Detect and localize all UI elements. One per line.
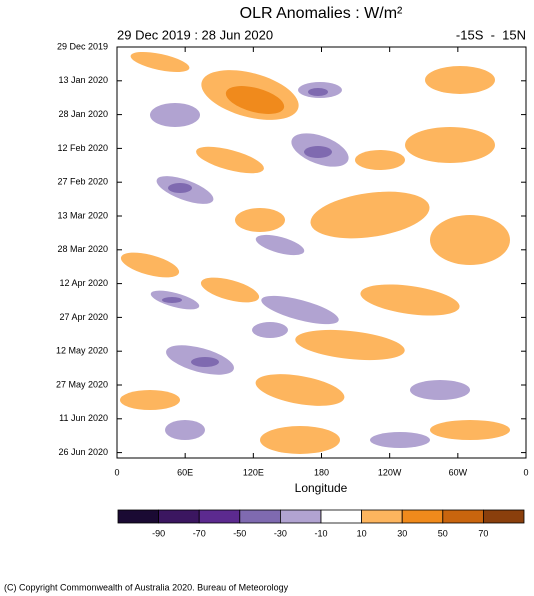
colorbar-box [239, 509, 281, 524]
chart-title: OLR Anomalies : W/m² [240, 5, 403, 22]
y-tick-label: 11 Jun 2020 [59, 413, 108, 423]
colorbar-label: -70 [193, 528, 206, 538]
y-tick-label: 29 Dec 2019 [57, 41, 108, 51]
x-tick-label: 60W [449, 467, 468, 477]
y-tick-label: 27 Feb 2020 [57, 177, 108, 187]
colorbar-label: 50 [438, 528, 448, 538]
colorbar-label: -10 [314, 528, 327, 538]
x-tick-label: 0 [523, 467, 528, 477]
colorbar-label: -30 [274, 528, 287, 538]
y-tick-label: 13 Mar 2020 [57, 210, 108, 220]
y-tick-label: 27 May 2020 [56, 379, 108, 389]
colorbar-box [320, 509, 362, 524]
x-tick-label: 180 [314, 467, 329, 477]
colorbar-label: -90 [152, 528, 165, 538]
y-tick-label: 12 May 2020 [56, 346, 108, 356]
x-tick-label: 120E [243, 467, 264, 477]
subtitle-left: 29 Dec 2019 : 28 Jun 2020 [117, 27, 273, 42]
colorbar-label: -50 [233, 528, 246, 538]
colorbar-label: 70 [478, 528, 488, 538]
colorbar-box [117, 509, 159, 524]
colorbar-box [279, 509, 322, 524]
footer: (C) Copyright Commonwealth of Australia … [4, 582, 289, 592]
anomaly-field [120, 51, 510, 454]
x-axis-label: Longitude [295, 481, 348, 495]
x-tick-label: 60E [177, 467, 193, 477]
colorbar-label: 10 [357, 528, 367, 538]
subtitle-right: -15S - 15N [456, 27, 526, 42]
colorbar-box [482, 509, 525, 524]
y-tick-label: 28 Mar 2020 [57, 244, 108, 254]
colorbar-label: 30 [397, 528, 407, 538]
colorbar-box [401, 509, 444, 524]
y-tick-label: 13 Jan 2020 [58, 75, 108, 85]
y-tick-label: 12 Feb 2020 [57, 143, 108, 153]
y-tick-label: 12 Apr 2020 [59, 278, 108, 288]
colorbar-box [361, 509, 403, 524]
y-tick-label: 28 Jan 2020 [58, 109, 108, 119]
y-tick-label: 26 Jun 2020 [58, 447, 108, 457]
y-tick-label: 27 Apr 2020 [59, 312, 108, 322]
x-tick-label: 0 [114, 467, 119, 477]
x-tick-label: 120W [378, 467, 402, 477]
colorbar-box [198, 509, 241, 524]
colorbar-box [158, 509, 200, 524]
colorbar-box [442, 509, 484, 524]
